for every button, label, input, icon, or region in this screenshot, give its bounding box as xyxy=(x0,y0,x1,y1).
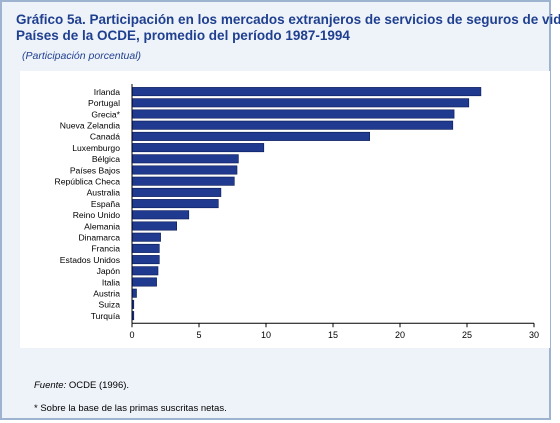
category-label-20: Turquía xyxy=(91,311,121,321)
source-text: OCDE (1996). xyxy=(68,380,130,391)
bar-18 xyxy=(132,288,137,298)
bar-11 xyxy=(132,210,190,220)
x-tick-label-1: 5 xyxy=(196,330,201,340)
bar-3 xyxy=(132,120,454,130)
title-line-1: Gráfico 5a. Participación en los mercado… xyxy=(16,12,560,27)
category-label-13: Dinamarca xyxy=(78,233,120,243)
bar-4 xyxy=(132,131,370,141)
bar-13 xyxy=(132,232,161,242)
bar-1 xyxy=(132,98,470,108)
bar-19 xyxy=(132,299,135,309)
x-tick-label-3: 15 xyxy=(328,330,338,340)
footnote: * Sobre la base de las primas suscritas … xyxy=(34,403,227,414)
chart-subtitle: (Participación porcentual) xyxy=(22,50,142,62)
category-label-3: Nueva Zelandia xyxy=(60,121,120,131)
category-label-16: Japón xyxy=(97,266,121,276)
source-note: Fuente: OCDE (1996). xyxy=(34,380,129,391)
bar-7 xyxy=(132,165,238,175)
bar-12 xyxy=(132,221,178,231)
bar-6 xyxy=(132,154,239,164)
category-label-11: Reino Unido xyxy=(73,210,121,220)
bar-2 xyxy=(132,109,455,119)
category-label-12: Alemania xyxy=(84,221,120,231)
bar-9 xyxy=(132,187,222,197)
category-label-15: Estados Unidos xyxy=(60,255,120,265)
category-label-10: España xyxy=(91,199,120,209)
category-label-17: Italia xyxy=(102,277,120,287)
category-label-1: Portugal xyxy=(88,98,120,108)
bar-15 xyxy=(132,255,160,265)
bar-14 xyxy=(132,243,160,253)
category-label-4: Canadá xyxy=(90,132,120,142)
chart-title: Gráfico 5a. Participación en los mercado… xyxy=(16,12,560,44)
category-label-18: Austria xyxy=(93,289,120,299)
bar-0 xyxy=(132,87,482,97)
category-label-0: Irlanda xyxy=(94,87,120,97)
bar-16 xyxy=(132,266,159,276)
x-tick-label-2: 10 xyxy=(261,330,271,340)
x-tick-label-5: 25 xyxy=(462,330,472,340)
bar-8 xyxy=(132,176,235,186)
category-label-8: República Checa xyxy=(55,177,121,187)
title-line-2: Países de la OCDE, promedio del período … xyxy=(16,28,350,43)
bar-5 xyxy=(132,143,265,153)
category-label-5: Luxemburgo xyxy=(72,143,120,153)
category-label-2: Grecia* xyxy=(91,109,120,119)
category-label-19: Suiza xyxy=(99,300,121,310)
bar-20 xyxy=(132,311,135,321)
x-tick-label-0: 0 xyxy=(129,330,134,340)
bar-10 xyxy=(132,199,219,209)
source-label: Fuente: xyxy=(34,380,67,391)
bar-17 xyxy=(132,277,157,287)
category-label-9: Australia xyxy=(87,188,121,198)
category-label-14: Francia xyxy=(91,244,120,254)
category-label-6: Bélgica xyxy=(92,154,120,164)
category-label-7: Países Bajos xyxy=(70,165,120,175)
x-tick-label-6: 30 xyxy=(529,330,539,340)
x-tick-label-4: 20 xyxy=(395,330,405,340)
